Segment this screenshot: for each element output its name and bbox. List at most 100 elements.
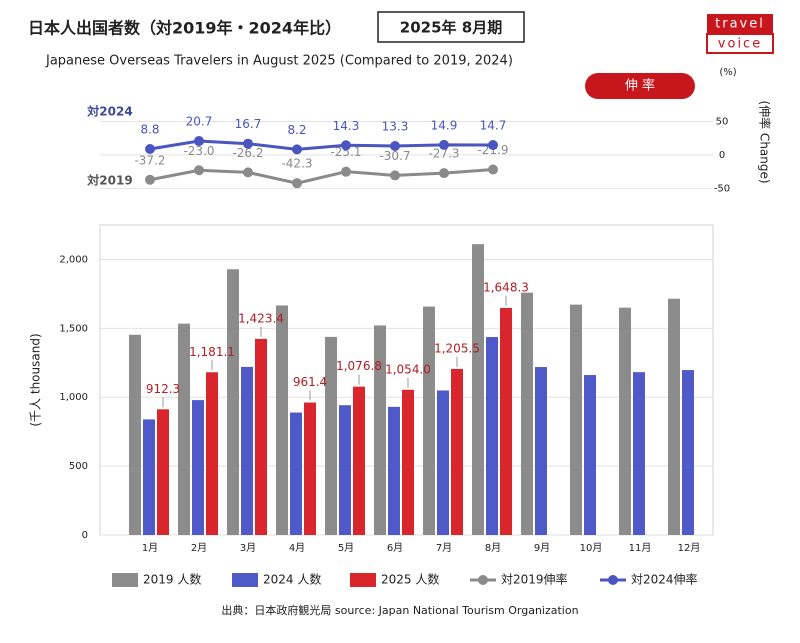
legend-marker: [608, 575, 618, 585]
point: [341, 166, 351, 177]
point: [243, 167, 253, 178]
data-label: -42.3: [281, 157, 312, 171]
bar: [451, 368, 463, 535]
y2-tick-label: -50: [714, 183, 730, 194]
bar: [633, 372, 645, 535]
bar: [423, 306, 435, 535]
bar: [276, 305, 288, 535]
point: [439, 168, 449, 179]
data-label: 14.9: [431, 118, 458, 132]
bar: [374, 325, 386, 535]
data-label: 13.3: [382, 119, 409, 133]
bar: [227, 269, 239, 535]
point: [488, 164, 498, 175]
data-label: 961.4: [293, 375, 327, 389]
bar: [178, 323, 190, 535]
legend-swatch: [112, 573, 138, 587]
data-label: -26.2: [232, 146, 263, 160]
data-label: -37.2: [134, 153, 165, 167]
series-label: 対2024: [86, 104, 132, 119]
point: [292, 178, 302, 189]
bar: [129, 334, 141, 535]
bar: [157, 409, 169, 535]
data-label: -25.1: [330, 145, 361, 159]
point: [243, 138, 253, 149]
bar: [388, 406, 400, 535]
logo-top-box: [707, 14, 773, 34]
data-label: 912.3: [146, 382, 180, 396]
legend-label: 2024 人数: [263, 572, 321, 587]
bar: [584, 375, 596, 535]
bar: [325, 336, 337, 535]
x-tick-label: 1月: [142, 542, 158, 554]
data-label: 1,648.3: [483, 280, 529, 294]
data-label: 1,181.1: [189, 345, 235, 359]
y-tick-label: 1,500: [59, 323, 88, 334]
data-label: 16.7: [235, 117, 262, 131]
x-tick-label: 3月: [240, 542, 256, 554]
y2-label: (伸率 Change): [758, 100, 773, 183]
y-tick-label: 500: [69, 461, 88, 472]
point: [439, 139, 449, 150]
bar: [437, 390, 449, 535]
y-tick-label: 0: [82, 530, 88, 541]
line: [149, 168, 494, 185]
y-tick-label: 2,000: [59, 254, 88, 265]
logo-bottom-box: [706, 33, 774, 54]
bar: [192, 400, 204, 535]
bar: [535, 367, 547, 535]
data-label: -23.0: [183, 144, 214, 158]
point: [194, 136, 204, 147]
badge-box: [585, 73, 695, 99]
point: [390, 140, 400, 151]
bar: [570, 304, 582, 535]
legend-label: 2019 人数: [143, 572, 201, 587]
x-tick-label: 12月: [678, 542, 701, 554]
data-label: -30.7: [379, 149, 410, 163]
bar: [241, 366, 253, 535]
data-label: 1,423.4: [238, 311, 284, 325]
y2-tick-label: 50: [716, 116, 729, 127]
data-label: 1,205.5: [434, 341, 480, 355]
x-tick-label: 6月: [387, 542, 403, 554]
x-tick-label: 8月: [485, 542, 501, 554]
y-label: (千人 thousand): [29, 333, 43, 426]
x-tick-label: 2月: [191, 542, 207, 554]
point: [145, 174, 155, 185]
data-label: 1,076.8: [336, 359, 382, 373]
y-tick-label: 1,000: [59, 392, 88, 403]
bar: [304, 402, 316, 535]
bar: [668, 298, 680, 535]
data-label: -27.3: [428, 147, 459, 161]
line: [149, 139, 494, 151]
period: 2025年 8月期: [400, 19, 502, 37]
point: [292, 144, 302, 155]
logo-bottom: voice: [718, 37, 762, 52]
series-label: 対2019: [86, 173, 132, 188]
period-box: [377, 11, 525, 43]
logo-top: travel: [715, 17, 765, 32]
bar: [682, 370, 694, 535]
source: 出典：日本政府観光局 source: Japan National Touris…: [221, 603, 578, 617]
x-tick-label: 5月: [338, 542, 354, 554]
x-tick-label: 11月: [629, 542, 652, 554]
bar: [255, 338, 267, 535]
bar: [339, 405, 351, 535]
x-tick-label: 9月: [534, 542, 550, 554]
data-label: 14.7: [480, 119, 507, 133]
legend-marker: [478, 575, 488, 585]
legend-label: 対2019伸率: [501, 572, 568, 587]
unit: (%): [719, 67, 736, 78]
point: [488, 140, 498, 151]
legend-label: 2025 人数: [381, 572, 439, 587]
legend-swatch: [350, 573, 376, 587]
bar: [353, 386, 365, 535]
bar: [472, 244, 484, 535]
bar: [619, 307, 631, 535]
x-tick-label: 4月: [289, 542, 305, 554]
legend-label: 対2024伸率: [631, 572, 698, 587]
y2-tick-label: 0: [719, 150, 725, 161]
data-label: 1,054.0: [385, 362, 431, 376]
point: [341, 140, 351, 151]
